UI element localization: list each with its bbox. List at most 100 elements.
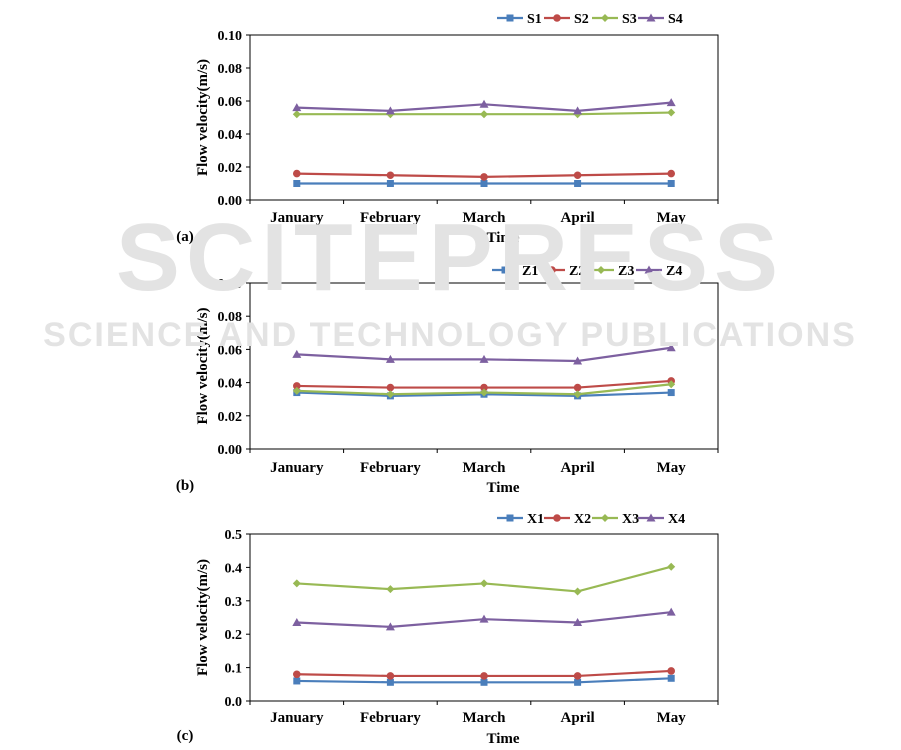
legend-label: Z1 <box>522 264 538 279</box>
data-point <box>385 106 395 115</box>
x-tick-label: February <box>360 710 421 726</box>
legend-swatch-marker <box>501 266 509 274</box>
y-tick-label: 0.2 <box>225 628 243 643</box>
y-tick-label: 0.02 <box>218 161 243 176</box>
legend-label: S1 <box>527 12 542 27</box>
x-tick-label: May <box>657 460 687 476</box>
data-point <box>479 99 489 108</box>
data-point <box>292 618 302 627</box>
legend-swatch-marker <box>553 514 561 522</box>
legend-swatch-marker <box>646 13 656 22</box>
data-point <box>573 587 582 596</box>
x-tick-label: February <box>360 210 421 226</box>
x-tick-label: January <box>270 460 324 476</box>
data-point <box>386 672 395 680</box>
y-tick-label: 0.00 <box>218 194 243 209</box>
data-point <box>386 180 394 187</box>
legend-label: Z3 <box>618 264 634 279</box>
legend-item-z4: Z4 <box>636 264 682 279</box>
y-tick-label: 0.04 <box>218 128 243 143</box>
data-point <box>386 390 395 399</box>
data-point <box>667 667 675 675</box>
legend-swatch-marker <box>601 14 609 22</box>
data-point <box>573 618 583 627</box>
data-point <box>574 180 582 187</box>
data-point <box>292 386 301 395</box>
data-point <box>386 678 394 686</box>
y-tick-label: 0.08 <box>218 310 243 325</box>
legend-swatch-marker <box>646 513 656 522</box>
data-point <box>293 382 301 390</box>
y-tick-label: 0.4 <box>225 561 243 576</box>
x-tick-label: January <box>270 710 324 726</box>
data-point <box>480 173 488 181</box>
series-z4 <box>292 343 676 365</box>
x-tick-label: March <box>462 460 506 476</box>
data-point <box>667 389 675 397</box>
chart-panel-b: 0.00 0.02 0.04 0.06 0.08 0.10 January February M… <box>176 264 719 496</box>
data-point <box>666 607 676 616</box>
data-point <box>573 383 582 392</box>
x-tick-label: February <box>360 460 421 476</box>
data-point <box>667 380 676 389</box>
x-tick-label: May <box>657 710 687 726</box>
x-axis-title: Time <box>486 230 519 246</box>
data-point <box>479 354 489 363</box>
data-point <box>573 171 582 180</box>
data-point <box>292 349 302 358</box>
x-axis-title: Time <box>486 731 519 747</box>
y-tick-label: 0.3 <box>225 595 243 610</box>
legend-label: S3 <box>622 12 637 27</box>
x-tick-label: March <box>462 710 506 726</box>
series-x3 <box>292 562 676 596</box>
legend-item-s2: S2 <box>544 12 589 27</box>
plot-area-frame <box>249 282 719 450</box>
series-x4 <box>292 607 676 631</box>
plot-area-frame <box>249 533 719 702</box>
data-point <box>292 110 301 119</box>
legend-label: X2 <box>574 512 591 527</box>
legend-item-z1: Z1 <box>492 264 538 279</box>
legend-swatch-marker <box>553 14 561 22</box>
y-tick-label: 0.06 <box>218 95 243 110</box>
series-s2 <box>293 169 675 181</box>
data-point <box>667 180 675 187</box>
y-tick-label: 0.08 <box>218 62 243 77</box>
data-point <box>480 579 488 588</box>
chart-panel-c: 0.0 0.1 0.2 0.3 0.4 0.5 January February March Ap… <box>177 512 719 747</box>
y-tick-label: 0.02 <box>218 410 243 425</box>
legend-label: X3 <box>622 512 639 527</box>
y-tick-label: 0.10 <box>218 277 243 292</box>
legend-item-s3: S3 <box>592 12 637 27</box>
data-point <box>573 106 583 115</box>
data-point <box>667 108 676 117</box>
data-point <box>385 622 395 631</box>
data-point <box>386 585 395 594</box>
legend-item-x2: X2 <box>544 512 591 527</box>
legend-swatch-marker <box>601 514 609 522</box>
data-point <box>293 670 301 679</box>
panel-label: (b) <box>176 478 194 494</box>
data-point <box>293 169 301 178</box>
data-point <box>293 180 301 187</box>
series-s1 <box>293 180 675 187</box>
y-tick-label: 0.0 <box>225 695 243 710</box>
legend-swatch-marker <box>506 14 514 22</box>
chart-panel-a: 0.00 0.02 0.04 0.06 0.08 0.10 January February M… <box>176 12 719 246</box>
legend-label: S4 <box>668 12 683 27</box>
legend-item-z2: Z2 <box>539 264 585 279</box>
panel-label: (c) <box>177 728 194 744</box>
x-tick-label: April <box>561 460 595 476</box>
data-point <box>574 678 582 686</box>
data-point <box>480 388 488 397</box>
data-point <box>480 180 488 187</box>
panel-label: (a) <box>176 229 194 245</box>
data-point <box>480 383 488 392</box>
data-point <box>292 579 301 588</box>
legend-swatch-marker <box>597 266 605 274</box>
data-point <box>573 356 583 365</box>
legend-swatch-marker <box>548 266 556 274</box>
y-tick-label: 0.1 <box>225 662 243 677</box>
legend-label: X4 <box>668 512 685 527</box>
